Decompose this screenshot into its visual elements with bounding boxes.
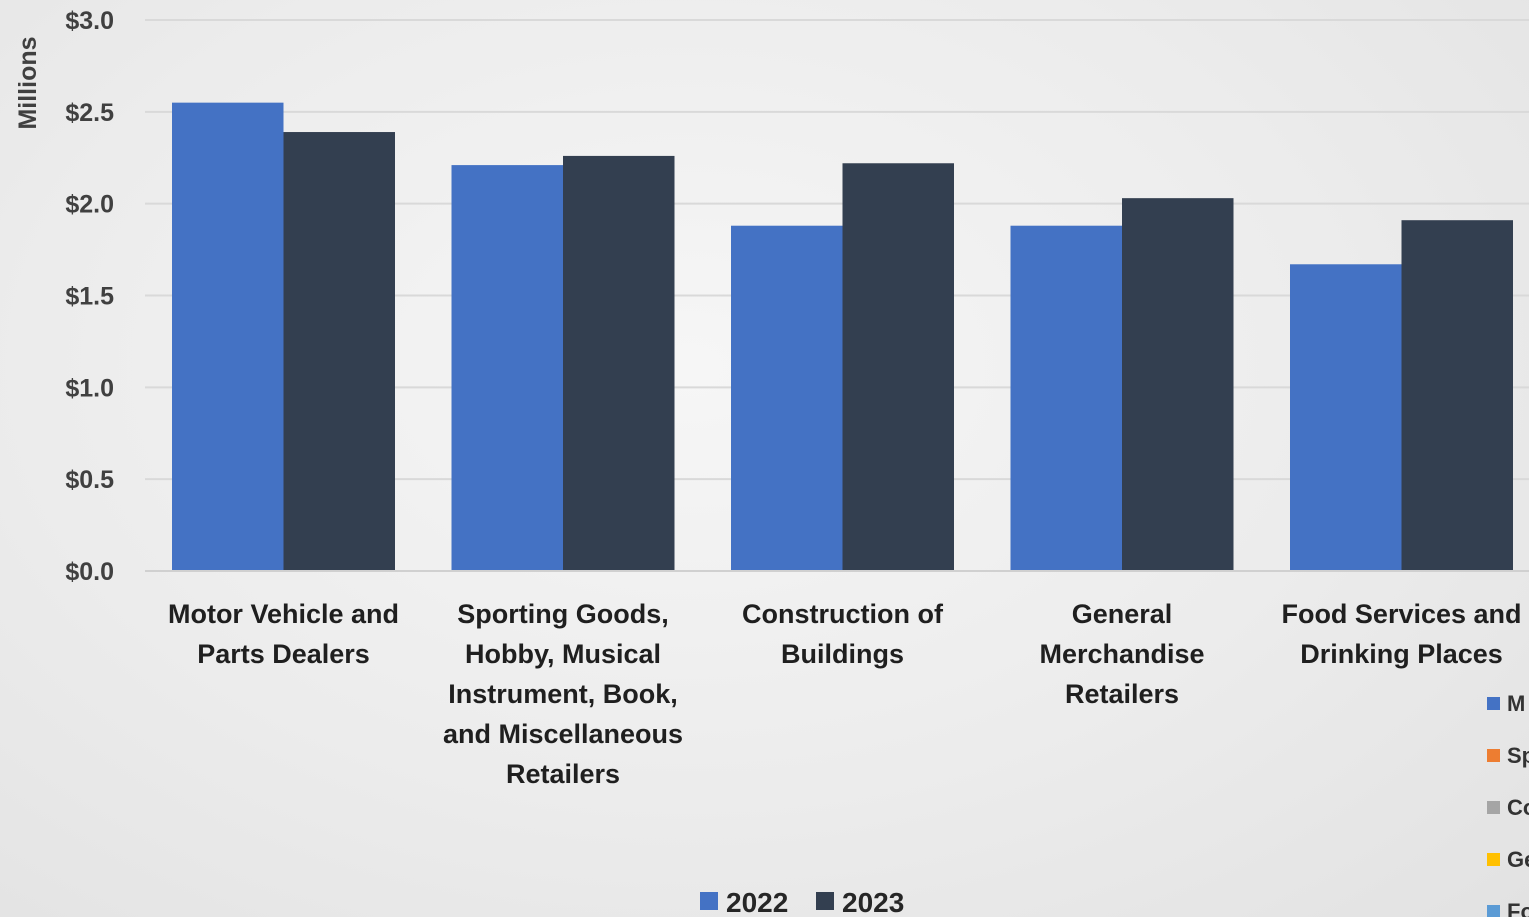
legend-label: 2023 xyxy=(842,887,904,917)
x-axis-categories: Motor Vehicle and Parts Dealers Sporting G… xyxy=(168,599,1522,789)
bars xyxy=(172,102,1513,572)
y-tick-label: $0.0 xyxy=(65,558,114,586)
side-legend-label: Ge xyxy=(1507,847,1529,872)
y-axis-ticks: $0.0 $0.5 $1.0 $1.5 $2.0 $2.5 $3.0 xyxy=(65,7,114,586)
bar-2022 xyxy=(172,102,284,572)
bar-2022 xyxy=(1010,225,1122,571)
bar-2023 xyxy=(563,155,675,571)
side-legend-swatch xyxy=(1487,801,1500,814)
side-legend-swatch xyxy=(1487,749,1500,762)
legend-swatch xyxy=(700,892,718,910)
legend-label: 2022 xyxy=(726,887,788,917)
side-legend-label: Co xyxy=(1507,795,1529,820)
side-legend-label: Sp xyxy=(1507,743,1529,768)
x-category-label: General Merchandise Retailers xyxy=(1039,599,1204,709)
side-legend-label: Fo xyxy=(1507,899,1529,917)
x-category-label: Food Services and Drinking Places xyxy=(1281,599,1521,669)
side-legend: M Sp Co Ge Fo xyxy=(1487,691,1529,917)
x-category-label: Construction of Buildings xyxy=(742,599,944,669)
side-legend-swatch xyxy=(1487,905,1500,917)
y-tick-label: $2.0 xyxy=(65,191,114,219)
bar-2022 xyxy=(451,165,563,571)
y-tick-label: $1.0 xyxy=(65,374,114,402)
bar-2022 xyxy=(1290,264,1402,571)
bar-2023 xyxy=(283,132,395,571)
y-tick-label: $2.5 xyxy=(65,99,114,127)
y-tick-label: $1.5 xyxy=(65,283,114,311)
legend-swatch xyxy=(816,892,834,910)
y-axis-label: Millions xyxy=(14,36,42,129)
legend: 2022 2023 xyxy=(700,887,904,917)
bar-2023 xyxy=(1401,220,1513,572)
x-category-label: Motor Vehicle and Parts Dealers xyxy=(168,599,399,669)
side-legend-swatch xyxy=(1487,853,1500,866)
bar-2023 xyxy=(842,163,954,571)
y-tick-label: $3.0 xyxy=(65,7,114,35)
bar-2022 xyxy=(731,225,843,571)
y-tick-label: $0.5 xyxy=(65,466,114,494)
side-legend-swatch xyxy=(1487,697,1500,710)
x-category-label: Sporting Goods, Hobby, Musical Instrument,… xyxy=(443,599,683,789)
side-legend-label: M xyxy=(1507,691,1525,716)
bar-2023 xyxy=(1122,198,1234,571)
